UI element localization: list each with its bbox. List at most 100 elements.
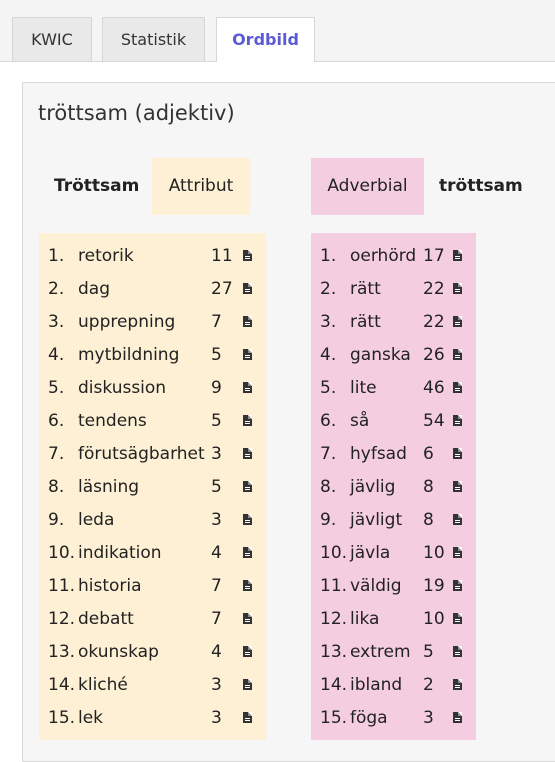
collocate-word-link[interactable]: debatt (78, 609, 134, 629)
frequency-count: 8 (423, 510, 434, 530)
document-icon[interactable] (453, 712, 462, 723)
document-icon[interactable] (453, 250, 462, 261)
frequency-count: 4 (211, 642, 222, 662)
collocate-word-link[interactable]: föga (350, 708, 388, 728)
collocate-word-link[interactable]: så (350, 411, 370, 431)
collocate-word-link[interactable]: oerhörd (350, 246, 417, 266)
frequency-count: 17 (423, 246, 445, 266)
collocate-word-link[interactable]: jävlig (350, 477, 396, 497)
attribut-list-item: 11. historia 7 (39, 570, 266, 603)
collocate-word-link[interactable]: leda (78, 510, 115, 530)
collocate-word-link[interactable]: retorik (78, 246, 134, 266)
attribut-list-item: 4. mytbildning 5 (39, 339, 266, 372)
collocate-word-link[interactable]: lite (350, 378, 377, 398)
document-icon[interactable] (453, 283, 462, 294)
attribut-list-item: 12. debatt 7 (39, 603, 266, 636)
frequency-count: 3 (211, 510, 222, 530)
document-icon[interactable] (243, 547, 252, 558)
attribut-list-item: 10. indikation 4 (39, 537, 266, 570)
collocate-word-link[interactable]: ganska (350, 345, 411, 365)
collocate-word-link[interactable]: okunskap (78, 642, 159, 662)
collocate-word-link[interactable]: jävligt (350, 510, 403, 530)
document-icon[interactable] (453, 481, 462, 492)
document-icon[interactable] (243, 613, 252, 624)
document-icon[interactable] (453, 547, 462, 558)
frequency-count: 6 (423, 444, 434, 464)
rank-number: 8. (48, 477, 65, 497)
document-icon[interactable] (243, 349, 252, 360)
adverbial-list: 1. oerhörd 17 2. rätt 22 3. rätt 22 4. ganska 26 5. l… (311, 233, 476, 740)
rank-number: 8. (320, 477, 337, 497)
document-icon[interactable] (243, 712, 252, 723)
collocate-word-link[interactable]: upprepning (78, 312, 176, 332)
rank-number: 1. (320, 246, 337, 266)
document-icon[interactable] (243, 448, 252, 459)
document-icon[interactable] (453, 316, 462, 327)
collocate-word-link[interactable]: indikation (78, 543, 162, 563)
rank-number: 12. (48, 609, 76, 629)
document-icon[interactable] (453, 679, 462, 690)
collocate-word-link[interactable]: mytbildning (78, 345, 180, 365)
document-icon[interactable] (243, 316, 252, 327)
collocate-word-link[interactable]: lek (78, 708, 104, 728)
document-icon[interactable] (243, 382, 252, 393)
document-icon[interactable] (453, 613, 462, 624)
document-icon[interactable] (453, 415, 462, 426)
adverbial-list-item: 1. oerhörd 17 (311, 240, 476, 273)
collocate-word-link[interactable]: rätt (350, 312, 381, 332)
collocate-word-link[interactable]: ibland (350, 675, 403, 695)
document-icon[interactable] (243, 646, 252, 657)
attribut-list-item: 13. okunskap 4 (39, 636, 266, 669)
document-icon[interactable] (453, 349, 462, 360)
collocate-word-link[interactable]: rätt (350, 279, 381, 299)
collocate-word-link[interactable]: tendens (78, 411, 147, 431)
document-icon[interactable] (453, 646, 462, 657)
adverbial-list-item: 2. rätt 22 (311, 273, 476, 306)
document-icon[interactable] (453, 448, 462, 459)
document-icon[interactable] (243, 250, 252, 261)
rank-number: 11. (48, 576, 76, 596)
collocate-word-link[interactable]: jävla (350, 543, 391, 563)
frequency-count: 11 (211, 246, 233, 266)
document-icon[interactable] (243, 283, 252, 294)
collocate-word-link[interactable]: läsning (78, 477, 140, 497)
tab-kwic[interactable]: KWIC (12, 17, 92, 61)
frequency-count: 4 (211, 543, 222, 563)
rank-number: 4. (48, 345, 65, 365)
frequency-count: 3 (211, 444, 222, 464)
collocate-word-link[interactable]: lika (350, 609, 380, 629)
attribut-list-item: 14. kliché 3 (39, 669, 266, 702)
attribut-list-item: 8. läsning 5 (39, 471, 266, 504)
frequency-count: 7 (211, 576, 222, 596)
collocate-word-link[interactable]: diskussion (78, 378, 167, 398)
rank-number: 5. (320, 378, 337, 398)
collocate-word-link[interactable]: hyfsad (350, 444, 407, 464)
collocate-word-link[interactable]: dag (78, 279, 110, 299)
document-icon[interactable] (243, 580, 252, 591)
adverbial-list-item: 6. så 54 (311, 405, 476, 438)
rank-number: 10. (320, 543, 348, 563)
document-icon[interactable] (453, 514, 462, 525)
tab-statistik[interactable]: Statistik (102, 17, 205, 61)
frequency-count: 10 (423, 543, 445, 563)
document-icon[interactable] (243, 514, 252, 525)
document-icon[interactable] (243, 481, 252, 492)
document-icon[interactable] (453, 382, 462, 393)
rank-number: 6. (48, 411, 65, 431)
adverbial-list-item: 15. föga 3 (311, 702, 476, 735)
rank-number: 7. (320, 444, 337, 464)
attribut-head-word: Tröttsam (54, 176, 140, 196)
collocate-word-link[interactable]: väldig (350, 576, 402, 596)
frequency-count: 9 (211, 378, 222, 398)
collocate-word-link[interactable]: historia (78, 576, 142, 596)
adverbial-head-word: tröttsam (439, 176, 523, 196)
collocate-word-link[interactable]: extrem (350, 642, 411, 662)
collocate-word-link[interactable]: kliché (78, 675, 128, 695)
document-icon[interactable] (243, 679, 252, 690)
adverbial-list-item: 13. extrem 5 (311, 636, 476, 669)
tab-ordbild[interactable]: Ordbild (216, 17, 315, 62)
collocate-word-link[interactable]: förutsägbarhet (78, 444, 205, 464)
adverbial-list-item: 9. jävligt 8 (311, 504, 476, 537)
document-icon[interactable] (243, 415, 252, 426)
document-icon[interactable] (453, 580, 462, 591)
